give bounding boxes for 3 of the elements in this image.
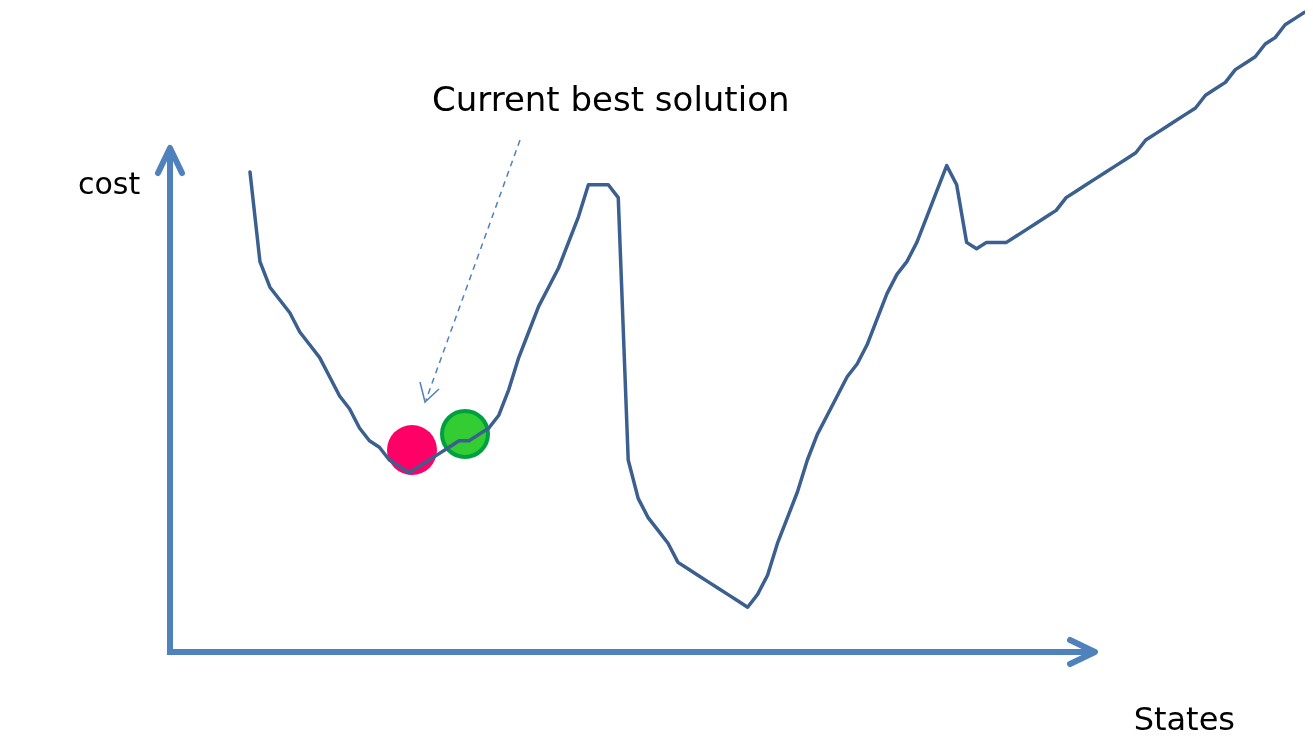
x-axis-title: States — [1133, 700, 1235, 738]
y-axis-title: cost — [78, 165, 141, 201]
annotation: Current best solution — [432, 79, 790, 119]
